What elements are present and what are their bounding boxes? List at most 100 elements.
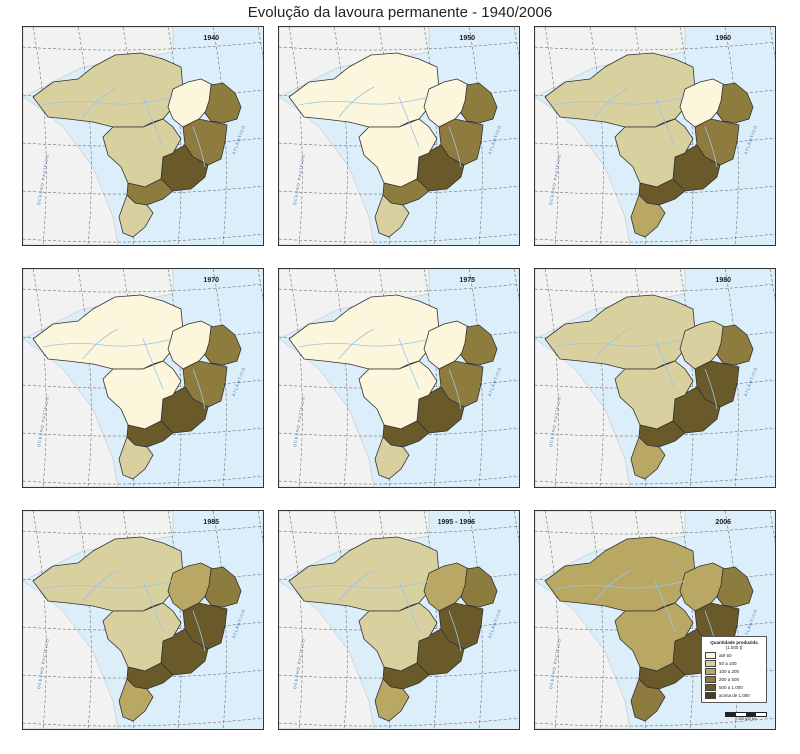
meridian-line <box>288 511 303 729</box>
parallel-line <box>535 233 775 243</box>
panel-year-label: 1975 <box>459 277 475 284</box>
river-line <box>142 338 164 390</box>
meridian-line <box>589 27 604 245</box>
legend-label: 50 a 100 <box>719 661 737 666</box>
meridian-line <box>544 27 559 245</box>
meridian-line <box>77 269 92 487</box>
region-ne-e <box>716 566 754 608</box>
legend-item: acima de 1.000 <box>705 692 763 699</box>
parallel-line <box>23 283 263 293</box>
map-panel: 2006 ATLÂNTICO OCEANO PACÍFICO Quantidade p… <box>534 510 776 730</box>
meridian-line <box>769 269 775 302</box>
parallel-line <box>23 475 263 485</box>
river-line <box>704 126 718 168</box>
region-co <box>614 360 694 430</box>
parallel-line <box>279 525 519 535</box>
region-s <box>630 194 666 238</box>
meridian-line <box>167 27 182 245</box>
meridian-line <box>212 511 227 729</box>
meridian-line <box>513 511 519 544</box>
map-svg <box>535 269 775 487</box>
neighbour-land <box>535 269 686 487</box>
parallel-line <box>23 41 263 51</box>
meridian-line <box>32 269 47 487</box>
scale-bar: 0 300 600 km <box>725 712 767 721</box>
panel-year-label: 1950 <box>459 35 475 42</box>
river-line <box>398 580 420 632</box>
region-s <box>630 436 666 480</box>
river-line <box>82 86 119 118</box>
river-line <box>192 610 206 652</box>
map-svg <box>535 27 775 245</box>
meridian-line <box>423 511 438 729</box>
map-legend: Quantidade produzida (1.000 t) até 50 50 a … <box>701 636 767 703</box>
parallel-line <box>535 283 775 293</box>
legend-label: 200 a 500 <box>719 677 740 682</box>
river-line <box>192 126 206 168</box>
legend-item: até 50 <box>705 652 763 659</box>
map-panel: 1975 ATLÂNTICO OCEANO PACÍFICO <box>278 268 520 488</box>
meridian-line <box>288 27 303 245</box>
region-ne-e <box>204 82 242 124</box>
scale-bar-label: 0 300 600 km <box>735 717 757 721</box>
region-s <box>374 436 410 480</box>
map-svg <box>279 269 519 487</box>
region-co <box>358 118 438 188</box>
meridian-line <box>212 269 227 487</box>
river-line <box>142 96 164 148</box>
parallel-line <box>535 717 775 727</box>
river-line <box>654 96 676 148</box>
meridian-line <box>589 269 604 487</box>
region-ne-e <box>204 566 242 608</box>
neighbour-land <box>535 511 686 729</box>
river-line <box>338 86 375 118</box>
region-ne-e <box>204 324 242 366</box>
region-co <box>358 602 438 672</box>
meridian-line <box>468 511 483 729</box>
meridian-line <box>167 511 182 729</box>
neighbour-land <box>23 27 174 245</box>
map-svg <box>23 269 263 487</box>
page-title: Evolução da lavoura permanente - 1940/20… <box>247 4 553 21</box>
region-ne-e <box>460 324 498 366</box>
map-svg <box>23 27 263 245</box>
river-line <box>448 368 462 410</box>
meridian-line <box>724 269 739 487</box>
panel-year-label: 1940 <box>203 35 219 42</box>
river-line <box>594 86 631 118</box>
legend-title: Quantidade produzida <box>710 640 758 645</box>
river-line <box>448 126 462 168</box>
parallel-line <box>535 41 775 51</box>
meridian-line <box>679 511 694 729</box>
region-ne-e <box>716 82 754 124</box>
meridian-line <box>544 511 559 729</box>
region-s <box>118 436 154 480</box>
parallel-line <box>279 41 519 51</box>
neighbour-land <box>279 27 430 245</box>
parallel-line <box>279 283 519 293</box>
legend-swatch <box>705 692 716 699</box>
river-line <box>142 580 164 632</box>
river-line <box>594 328 631 360</box>
meridian-line <box>288 269 303 487</box>
region-s <box>118 194 154 238</box>
region-s <box>374 194 410 238</box>
meridian-line <box>32 27 47 245</box>
meridian-line <box>589 511 604 729</box>
region-s <box>118 678 154 722</box>
panel-year-label: 1980 <box>715 277 731 284</box>
river-line <box>82 570 119 602</box>
river-line <box>42 96 174 106</box>
river-line <box>448 610 462 652</box>
parallel-line <box>279 233 519 243</box>
legend-item: 100 a 200 <box>705 668 763 675</box>
region-co <box>614 118 694 188</box>
meridian-line <box>167 269 182 487</box>
meridian-line <box>769 27 775 60</box>
parallel-line <box>23 525 263 535</box>
meridian-line <box>77 511 92 729</box>
meridian-line <box>679 269 694 487</box>
region-ne-e <box>460 82 498 124</box>
meridian-line <box>257 511 263 544</box>
legend-item: 200 a 500 <box>705 676 763 683</box>
